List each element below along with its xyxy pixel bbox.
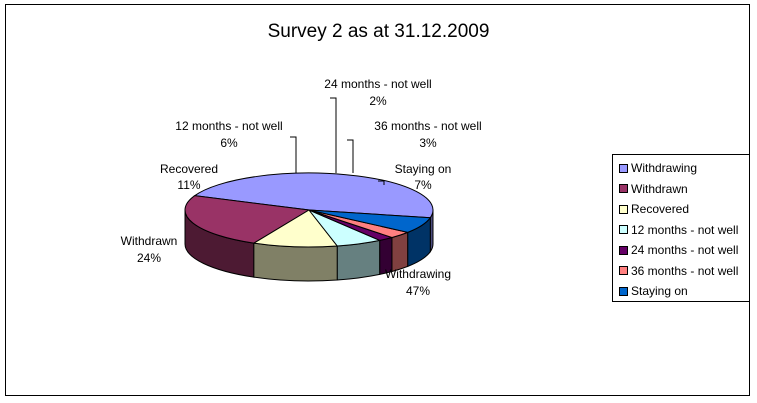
legend-label: Withdrawing (631, 161, 698, 176)
leader-line (330, 97, 337, 173)
slice-label-name: Recovered (160, 162, 218, 176)
leader-line (290, 136, 297, 173)
pie-slice (308, 209, 432, 233)
pie-slice (193, 172, 434, 219)
legend-swatch (619, 204, 628, 214)
chart-title: Survey 2 as at 31.12.2009 (267, 21, 490, 42)
slice-label-value: 6% (220, 136, 238, 150)
slice-label-name: 12 months - not well (175, 119, 282, 133)
legend-label: Staying on (631, 284, 688, 299)
pie-slice (252, 209, 339, 248)
pie-chart: Withdrawing 47% Withdrawn 24% Recovered 11% 12… (121, 77, 482, 298)
slice-label-name: Withdrawn (121, 234, 178, 248)
legend-item: Recovered (619, 199, 749, 220)
legend-item: 36 months - not well (619, 261, 749, 282)
legend-swatch (619, 286, 628, 296)
legend-swatch (619, 245, 628, 255)
legend-item: Withdrawing (619, 158, 749, 179)
legend-swatch (619, 225, 628, 235)
leader-line (347, 139, 354, 173)
slice-label-name: Withdrawing (385, 267, 451, 281)
slice-label-value: 24% (137, 251, 161, 265)
slice-label-value: 3% (419, 136, 437, 150)
legend-label: Recovered (631, 202, 690, 217)
legend-item: 12 months - not well (619, 220, 749, 241)
leader-line (378, 180, 385, 185)
slice-label-value: 2% (369, 94, 387, 108)
slice-label-name: 24 months - not well (324, 77, 431, 91)
slice-label-value: 47% (406, 284, 430, 298)
legend-label: 36 months - not well (631, 263, 739, 278)
pie-slice-side (336, 239, 381, 281)
slice-label-name: Staying on (395, 162, 452, 176)
legend-item: Withdrawn (619, 179, 749, 200)
chart-legend: Withdrawing Withdrawn Recovered 12 months -… (612, 154, 750, 302)
legend-swatch (619, 266, 628, 276)
pie-slice-side (391, 231, 409, 273)
legend-label: Withdrawn (631, 181, 688, 196)
pie-slice-side (253, 242, 338, 282)
legend-item: Staying on (619, 281, 749, 302)
pie-slice (184, 195, 311, 244)
slice-label-name: 36 months - not well (374, 119, 481, 133)
chart-frame: Survey 2 as at 31.12.2009 Withdrawing 47%… (5, 4, 750, 396)
legend-label: 12 months - not well (631, 222, 739, 237)
slice-label-value: 7% (414, 178, 432, 192)
slice-label-value: 11% (177, 178, 200, 192)
legend-swatch (619, 163, 628, 173)
legend-swatch (619, 184, 628, 194)
legend-item: 24 months - not well (619, 240, 749, 261)
legend-label: 24 months - not well (631, 243, 739, 258)
